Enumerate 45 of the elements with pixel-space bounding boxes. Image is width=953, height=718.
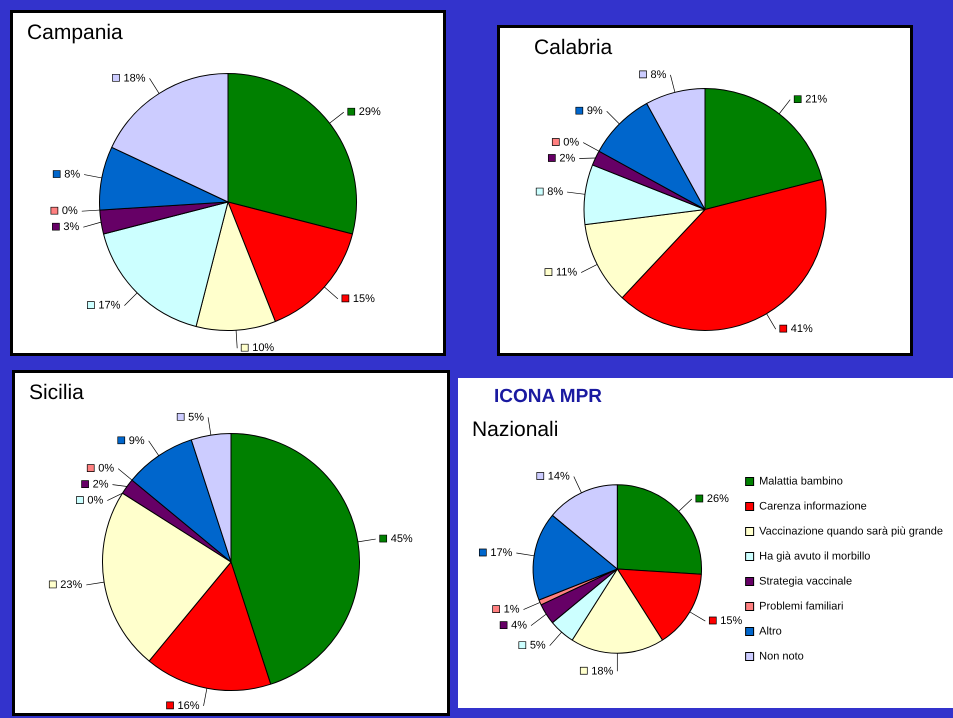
data-label: 17% — [490, 547, 513, 560]
legend-label: Problemi familiari — [759, 600, 844, 613]
data-label: 4% — [511, 620, 528, 632]
legend-label: Strategia vaccinale — [759, 576, 852, 588]
chart-title: Calabria — [533, 35, 614, 61]
data-label: 8% — [64, 168, 80, 181]
data-label: 15% — [352, 292, 376, 305]
data-label: 5% — [530, 640, 546, 652]
data-label: 29% — [358, 106, 381, 118]
legend-label: Altro — [759, 626, 782, 638]
data-label: 41% — [790, 323, 813, 336]
data-label: 14% — [548, 470, 570, 483]
data-label: 15% — [720, 615, 743, 628]
data-label: 16% — [178, 700, 200, 712]
legend-label: Non noto — [759, 650, 804, 663]
data-label: 26% — [706, 493, 730, 506]
legend-label: Malattia bambino — [759, 476, 843, 488]
data-label: 17% — [98, 300, 121, 312]
data-label: 45% — [390, 533, 413, 546]
data-label: 18% — [591, 665, 614, 678]
data-label: 10% — [252, 342, 274, 354]
text: 0% — [563, 136, 580, 149]
data-label: 8% — [650, 68, 667, 81]
text: Nazionali — [471, 417, 560, 443]
data-label: 8% — [547, 186, 564, 198]
text: 0% — [62, 205, 78, 218]
legend-label: Ha già avuto il morbillo — [759, 550, 870, 563]
text: 0% — [98, 462, 114, 475]
text: 0% — [87, 494, 104, 507]
chart-title: Campania — [26, 20, 124, 46]
legend-label: Vaccinazione quando sarà più grande — [759, 526, 943, 538]
data-label: 9% — [128, 434, 145, 447]
data-label: 9% — [586, 105, 603, 118]
data-label: 1% — [504, 604, 520, 616]
data-label: 3% — [63, 221, 80, 234]
data-label: 23% — [60, 578, 83, 591]
data-label: 2% — [559, 152, 576, 165]
data-label: 21% — [805, 94, 828, 106]
data-label: 11% — [556, 266, 578, 279]
text: ICONA MPR — [493, 385, 604, 409]
legend-label: Carenza informazione — [759, 500, 867, 513]
chart-title: Sicilia — [28, 380, 85, 406]
data-label: 5% — [188, 411, 204, 424]
data-label: 2% — [92, 478, 109, 491]
data-label: 18% — [123, 72, 146, 84]
